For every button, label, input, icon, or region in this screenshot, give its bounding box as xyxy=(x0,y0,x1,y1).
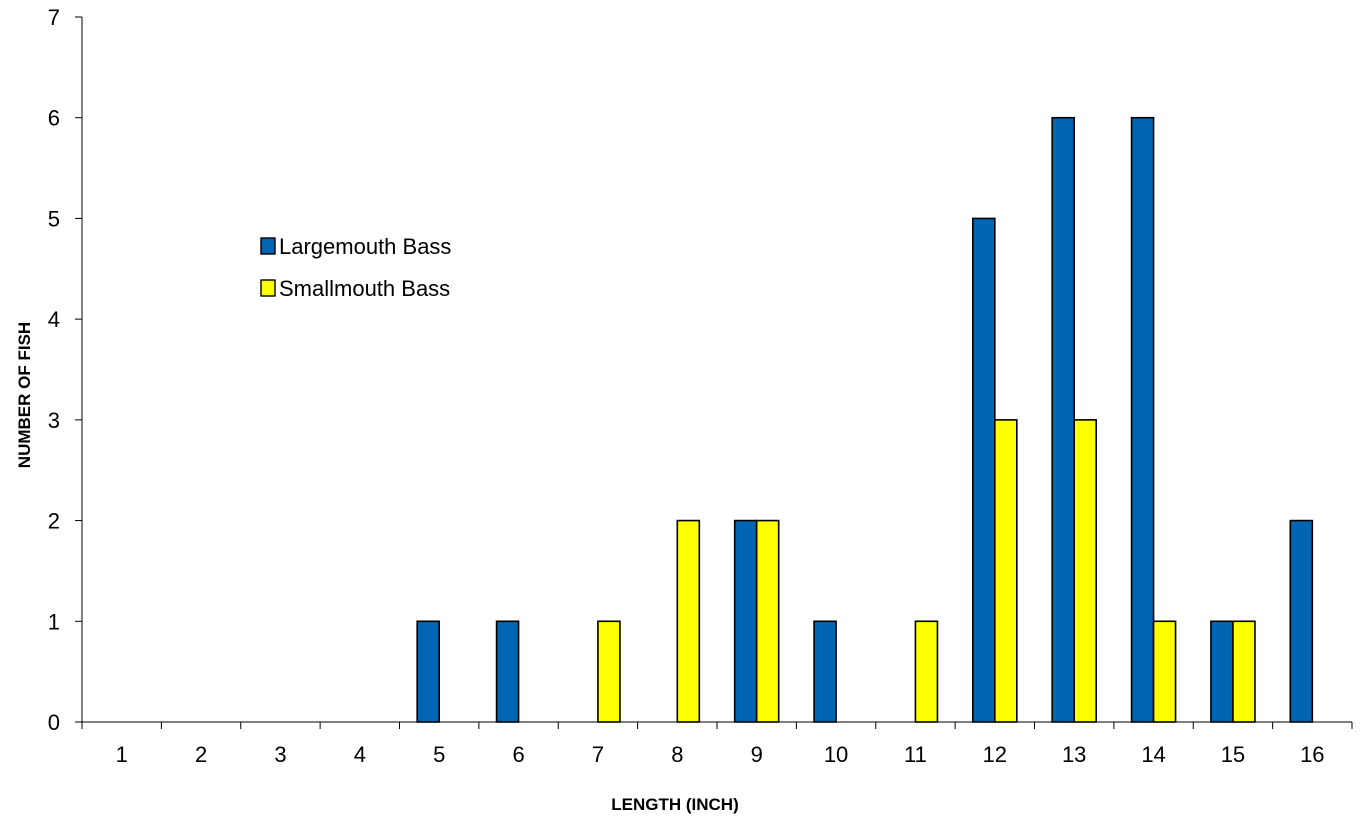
x-tick-label: 3 xyxy=(274,742,286,767)
y-tick-label: 1 xyxy=(48,609,60,634)
bars-layer xyxy=(416,116,1314,723)
y-tick-label: 4 xyxy=(48,307,60,332)
bar-smallmouth-bass-14 xyxy=(1152,620,1177,723)
x-tick-label: 16 xyxy=(1300,742,1324,767)
x-tick-label: 12 xyxy=(983,742,1007,767)
bar-largemouth-bass-10 xyxy=(813,620,837,723)
y-tick-label: 5 xyxy=(48,206,60,231)
y-tick-label: 6 xyxy=(48,106,60,131)
y-tick-label: 3 xyxy=(48,408,60,433)
y-tick-label: 7 xyxy=(48,5,60,30)
x-tick-label: 6 xyxy=(512,742,524,767)
x-tick-label: 5 xyxy=(433,742,445,767)
bar-smallmouth-bass-11 xyxy=(914,620,939,723)
y-tick-label: 2 xyxy=(48,509,60,534)
legend-label-smallmouth-bass: Smallmouth Bass xyxy=(279,276,450,301)
x-tick-label: 10 xyxy=(824,742,848,767)
x-tick-label: 15 xyxy=(1221,742,1245,767)
bar-largemouth-bass-14 xyxy=(1130,116,1155,723)
x-tick-label: 7 xyxy=(592,742,604,767)
x-tick-label: 8 xyxy=(671,742,683,767)
bar-smallmouth-bass-9 xyxy=(755,519,780,723)
bar-largemouth-bass-9 xyxy=(733,519,758,723)
axes-layer xyxy=(75,16,1353,729)
bar-smallmouth-bass-13 xyxy=(1073,419,1097,723)
x-tick-label: 1 xyxy=(116,742,128,767)
x-axis-title: LENGTH (INCH) xyxy=(611,795,738,814)
x-tick-label: 14 xyxy=(1141,742,1165,767)
bar-largemouth-bass-16 xyxy=(1289,519,1314,723)
y-axis-title: NUMBER OF FISH xyxy=(15,322,34,468)
bar-largemouth-bass-5 xyxy=(416,620,440,723)
bar-largemouth-bass-12 xyxy=(972,217,996,723)
legend-swatch-largemouth-bass xyxy=(260,237,276,255)
bar-largemouth-bass-15 xyxy=(1210,620,1234,723)
y-tick-label: 0 xyxy=(48,710,60,735)
legend: Largemouth Bass Smallmouth Bass xyxy=(260,234,451,301)
x-tick-label: 11 xyxy=(904,742,927,767)
legend-label-largemouth-bass: Largemouth Bass xyxy=(279,234,451,259)
x-tick-label: 13 xyxy=(1062,742,1086,767)
x-tick-label: 2 xyxy=(195,742,207,767)
bar-smallmouth-bass-15 xyxy=(1232,620,1256,723)
bar-smallmouth-bass-7 xyxy=(597,620,621,723)
bar-smallmouth-bass-8 xyxy=(676,519,701,723)
legend-swatch-smallmouth-bass xyxy=(260,279,276,297)
x-tick-label: 9 xyxy=(751,742,763,767)
bar-largemouth-bass-13 xyxy=(1051,116,1075,723)
bar-largemouth-bass-6 xyxy=(495,620,520,723)
x-tick-label: 4 xyxy=(354,742,366,767)
bar-smallmouth-bass-12 xyxy=(994,419,1018,723)
